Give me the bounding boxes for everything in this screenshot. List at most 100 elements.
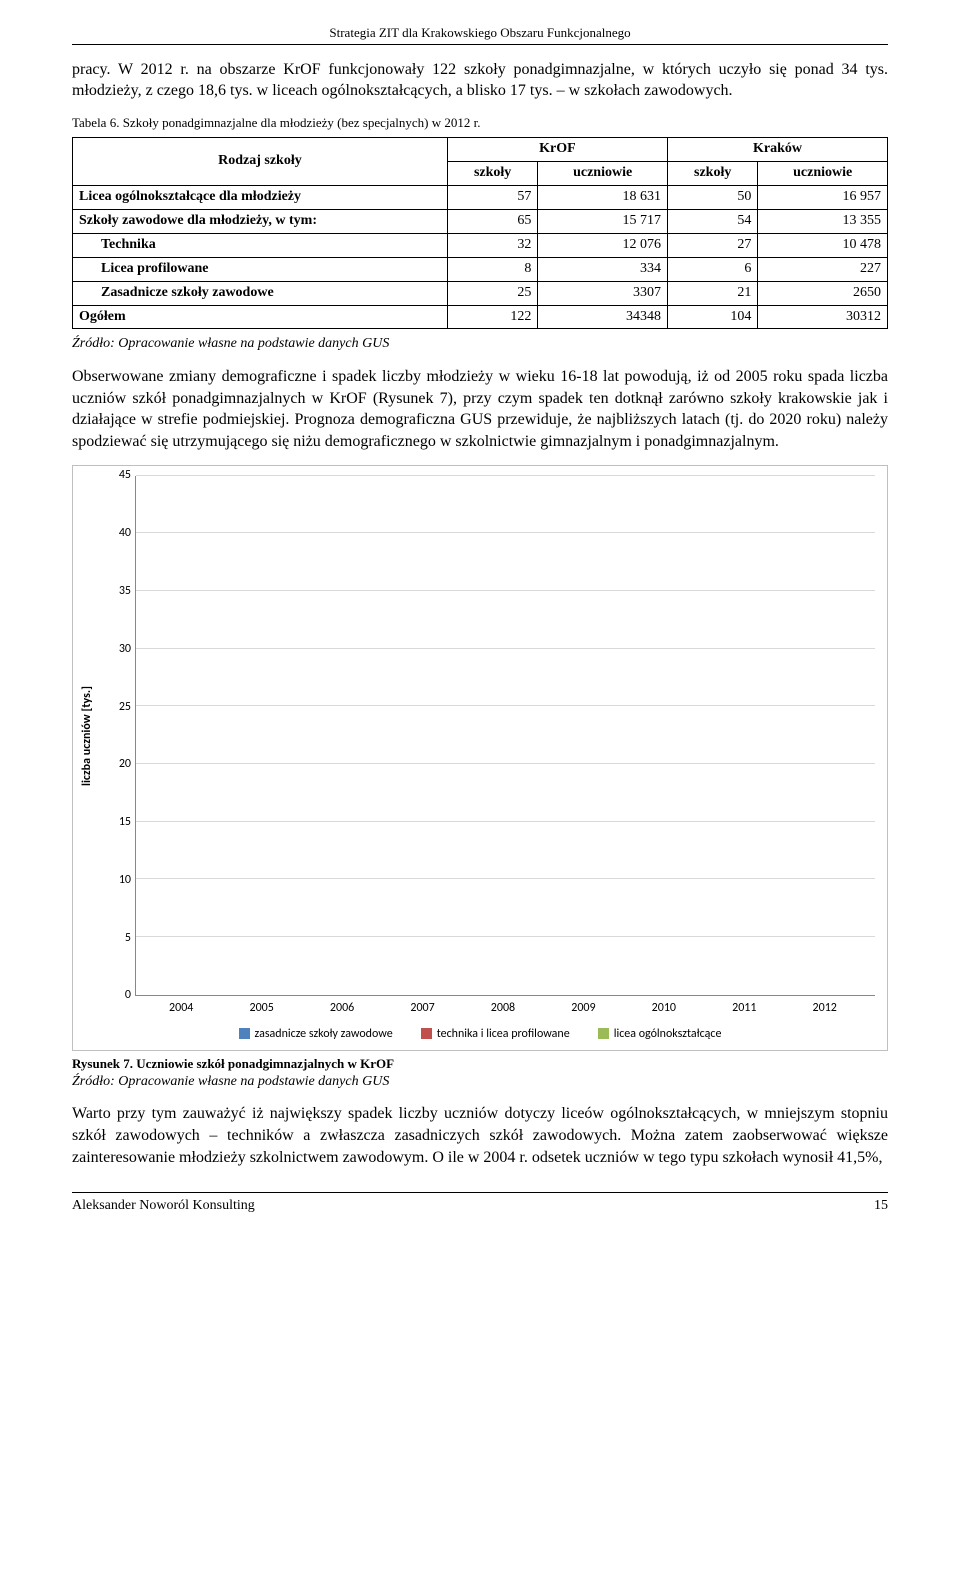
th-krakow-students: uczniowie (758, 162, 888, 186)
x-tick-label: 2009 (543, 1000, 623, 1016)
table-source: Źródło: Opracowanie własne na podstawie … (72, 335, 888, 354)
gridline (136, 475, 875, 476)
bar-slot (386, 476, 466, 995)
footer-left: Aleksander Noworól Konsulting (72, 1197, 255, 1216)
legend-item: licea ogólnokształcące (598, 1026, 722, 1042)
x-tick-label: 2004 (141, 1000, 221, 1016)
table-row-label: Licea profilowane (73, 257, 448, 281)
y-tick-label: 0 (103, 988, 131, 1004)
table-row-label: Technika (73, 233, 448, 257)
table-cell: 13 355 (758, 209, 888, 233)
y-axis: liczba uczniów [tys.] 051015202530354045 (85, 476, 135, 996)
table-cell: 50 (667, 186, 757, 210)
legend-label: technika i licea profilowane (437, 1026, 570, 1042)
th-type: Rodzaj szkoły (73, 138, 448, 186)
y-tick-label: 45 (103, 468, 131, 484)
stacked-bar-chart: liczba uczniów [tys.] 051015202530354045 (85, 476, 875, 996)
x-axis-labels: 200420052006200720082009201020112012 (131, 996, 875, 1016)
y-tick-label: 20 (103, 756, 131, 772)
legend-label: zasadnicze szkoły zawodowe (255, 1026, 393, 1042)
bar-slot (625, 476, 705, 995)
table-cell: 6 (667, 257, 757, 281)
th-krof-schools: szkoły (447, 162, 537, 186)
legend-label: licea ogólnokształcące (614, 1026, 722, 1042)
legend-item: zasadnicze szkoły zawodowe (239, 1026, 393, 1042)
th-krakow: Kraków (667, 138, 887, 162)
plot-area (135, 476, 875, 996)
legend-swatch (239, 1028, 250, 1039)
y-tick-label: 30 (103, 641, 131, 657)
gridline (136, 648, 875, 649)
chart-legend: zasadnicze szkoły zawodowe technika i lic… (85, 1026, 875, 1042)
intro-paragraph: pracy. W 2012 r. na obszarze KrOF funkcj… (72, 59, 888, 102)
table-cell: 16 957 (758, 186, 888, 210)
y-tick-label: 25 (103, 699, 131, 715)
gridline (136, 878, 875, 879)
gridline (136, 705, 875, 706)
y-tick-label: 15 (103, 814, 131, 830)
chart-container: liczba uczniów [tys.] 0 5 10 15 20 25 30 35 40 45… (72, 465, 888, 1051)
bar-slot (226, 476, 306, 995)
y-tick-label: 5 (103, 930, 131, 946)
figure-caption: Rysunek 7. Uczniowie szkół ponadgimnazja… (72, 1055, 888, 1073)
y-tick-label: 40 (103, 525, 131, 541)
footer-page-number: 15 (874, 1197, 888, 1216)
table-cell: 2650 (758, 281, 888, 305)
table-cell: 34348 (538, 305, 668, 329)
th-krakow-schools: szkoły (667, 162, 757, 186)
paragraph-3: Warto przy tym zauważyć iż największy sp… (72, 1103, 888, 1168)
table-cell: 3307 (538, 281, 668, 305)
table-row-label: Szkoły zawodowe dla młodzieży, w tym: (73, 209, 448, 233)
gridline (136, 590, 875, 591)
table-cell: 32 (447, 233, 537, 257)
bar-slot (545, 476, 625, 995)
table-cell: 227 (758, 257, 888, 281)
table-row-label: Zasadnicze szkoły zawodowe (73, 281, 448, 305)
x-tick-label: 2005 (221, 1000, 301, 1016)
table-cell: 57 (447, 186, 537, 210)
table-cell: 10 478 (758, 233, 888, 257)
x-tick-label: 2012 (785, 1000, 865, 1016)
bar-slot (306, 476, 386, 995)
y-tick-label: 35 (103, 583, 131, 599)
y-tick-label: 10 (103, 872, 131, 888)
table-caption: Tabela 6. Szkoły ponadgimnazjalne dla mł… (72, 114, 888, 132)
table-cell: 25 (447, 281, 537, 305)
legend-swatch (598, 1028, 609, 1039)
table-cell: 15 717 (538, 209, 668, 233)
gridline (136, 763, 875, 764)
legend-swatch (421, 1028, 432, 1039)
schools-table: Rodzaj szkoły KrOF Kraków szkoły uczniow… (72, 137, 888, 329)
table-cell: 334 (538, 257, 668, 281)
table-cell: 12 076 (538, 233, 668, 257)
table-cell: 104 (667, 305, 757, 329)
table-cell: 21 (667, 281, 757, 305)
x-tick-label: 2011 (704, 1000, 784, 1016)
legend-item: technika i licea profilowane (421, 1026, 570, 1042)
x-tick-label: 2006 (302, 1000, 382, 1016)
figure-source: Źródło: Opracowanie własne na podstawie … (72, 1073, 888, 1092)
bar-slot (466, 476, 546, 995)
table-cell: 54 (667, 209, 757, 233)
page-footer: Aleksander Noworól Konsulting 15 (72, 1192, 888, 1216)
table-cell: 65 (447, 209, 537, 233)
table-row-label: Ogółem (73, 305, 448, 329)
bar-slot (785, 476, 865, 995)
x-tick-label: 2007 (382, 1000, 462, 1016)
table-cell: 27 (667, 233, 757, 257)
th-krof-students: uczniowie (538, 162, 668, 186)
bar-slot (705, 476, 785, 995)
paragraph-2: Obserwowane zmiany demograficzne i spade… (72, 366, 888, 452)
gridline (136, 936, 875, 937)
gridline (136, 821, 875, 822)
table-cell: 8 (447, 257, 537, 281)
x-tick-label: 2010 (624, 1000, 704, 1016)
x-tick-label: 2008 (463, 1000, 543, 1016)
table-cell: 18 631 (538, 186, 668, 210)
table-row-label: Licea ogólnokształcące dla młodzieży (73, 186, 448, 210)
bar-slot (146, 476, 226, 995)
y-axis-title: liczba uczniów [tys.] (79, 686, 95, 786)
table-cell: 122 (447, 305, 537, 329)
th-krof: KrOF (447, 138, 667, 162)
page-header: Strategia ZIT dla Krakowskiego Obszaru F… (72, 24, 888, 45)
